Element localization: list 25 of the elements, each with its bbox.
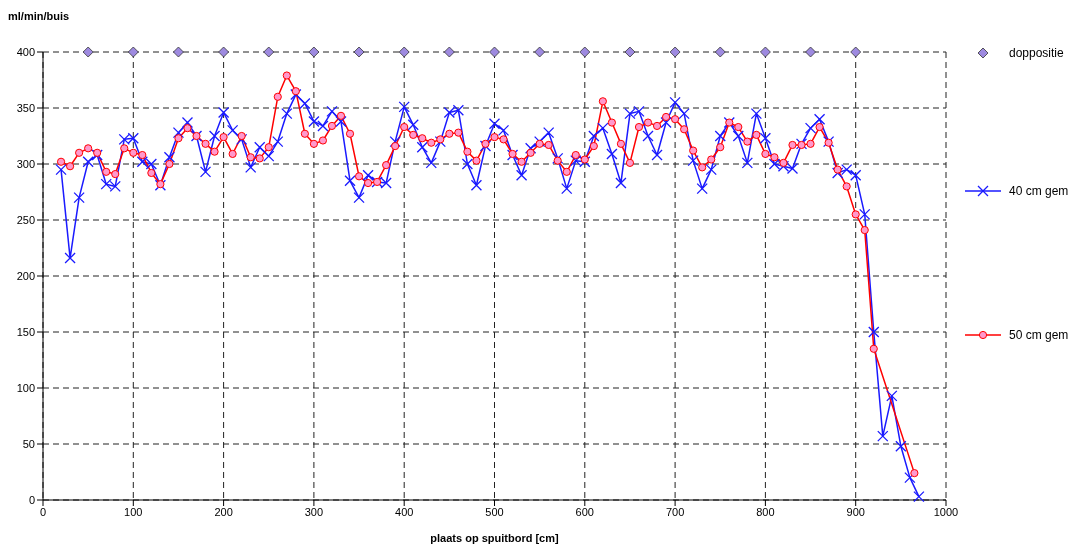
y-tick-label: 150 xyxy=(16,325,35,338)
y-tick-label: 100 xyxy=(16,381,35,394)
y-axis-title: ml/min/buis xyxy=(8,10,70,22)
legend-label: 40 cm gem xyxy=(1009,184,1069,198)
x-tick-label: 600 xyxy=(575,505,594,518)
x-tick-label: 900 xyxy=(846,505,865,518)
x-tick-label: 100 xyxy=(124,505,143,518)
x-tick-label: 200 xyxy=(214,505,233,518)
legend-label: doppositie xyxy=(1009,46,1064,60)
legend-label: 50 cm gem xyxy=(1009,328,1069,342)
x-tick-label: 0 xyxy=(39,505,47,518)
x-axis-title: plaats op spuitbord [cm] xyxy=(430,532,559,544)
y-tick-label: 50 xyxy=(22,437,35,450)
y-tick-label: 0 xyxy=(28,493,35,506)
x-tick-label: 800 xyxy=(756,505,775,518)
y-tick-label: 300 xyxy=(16,157,35,170)
y-tick-label: 250 xyxy=(16,213,35,226)
x-tick-label: 700 xyxy=(665,505,685,518)
x-tick-label: 300 xyxy=(304,505,324,518)
y-tick-label: 200 xyxy=(16,269,35,282)
y-tick-label: 400 xyxy=(16,45,35,58)
y-tick-label: 350 xyxy=(16,101,35,114)
x-tick-label: 400 xyxy=(395,505,414,518)
x-tick-label: 1000 xyxy=(933,505,959,518)
x-tick-label: 500 xyxy=(485,505,504,518)
